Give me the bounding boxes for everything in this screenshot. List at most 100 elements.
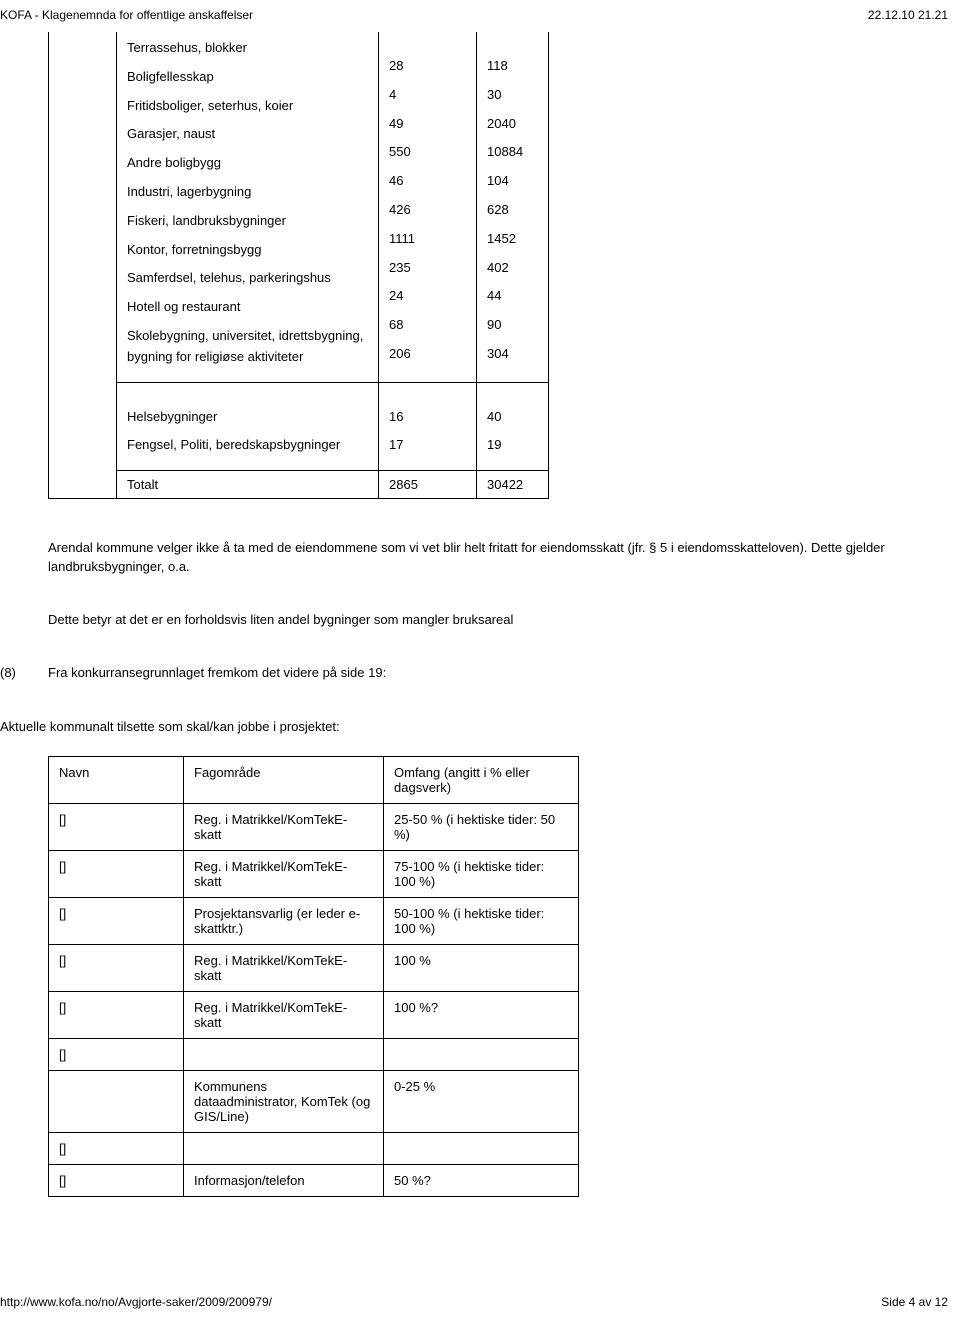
total-label: Totalt: [117, 471, 379, 499]
table-row-value: 1111: [389, 229, 466, 250]
table-row-value: 49: [389, 114, 466, 135]
paragraph-1: Arendal kommune velger ikke å ta med de …: [48, 539, 960, 577]
table-row-value: 16: [389, 407, 466, 428]
table-row-label: Industri, lagerbygning: [127, 182, 368, 203]
cell-navn: []: [49, 1132, 184, 1164]
table-row-value: 19: [487, 435, 538, 456]
col-header-fag: Fagområde: [184, 756, 384, 803]
table-row-value: 4: [389, 85, 466, 106]
cell-navn: []: [49, 991, 184, 1038]
table-row-value: 304: [487, 344, 538, 365]
table-row: [] Reg. i Matrikkel/KomTekE-skatt 100 %?: [49, 991, 579, 1038]
staff-table-wrap: Navn Fagområde Omfang (angitt i % eller …: [48, 756, 960, 1197]
paragraph-2: Dette betyr at det er en forholdsvis lit…: [48, 611, 960, 630]
table-row-value: 28: [389, 56, 466, 77]
cell-omf: 50 %?: [384, 1164, 579, 1196]
cell-omf: 100 %: [384, 944, 579, 991]
cell-navn: []: [49, 897, 184, 944]
table-row-value: 44: [487, 286, 538, 307]
table-row-value: 235: [389, 258, 466, 279]
table-row-label: Fengsel, Politi, beredskapsbygninger: [127, 435, 368, 456]
table-row-value: 550: [389, 142, 466, 163]
building-col-a-group2: 16 17: [389, 389, 466, 457]
table-row-label: Andre boligbygg: [127, 153, 368, 174]
table-row-value: 10884: [487, 142, 538, 163]
cell-navn: []: [49, 1038, 184, 1070]
cell-omf: [384, 1038, 579, 1070]
table-row-value: 118: [487, 56, 538, 77]
building-labels-group1: Terrassehus, blokker Boligfellesskap Fri…: [127, 38, 368, 368]
table-row-label: Fiskeri, landbruksbygninger: [127, 211, 368, 232]
table-row-value: 46: [389, 171, 466, 192]
cell-fag: Reg. i Matrikkel/KomTekE-skatt: [184, 991, 384, 1038]
table-row-value: 68: [389, 315, 466, 336]
cell-navn: []: [49, 850, 184, 897]
total-a: 2865: [379, 471, 477, 499]
cell-navn: [49, 1070, 184, 1132]
cell-omf: 0-25 %: [384, 1070, 579, 1132]
table-row-value: 17: [389, 435, 466, 456]
header-timestamp: 22.12.10 21.21: [868, 8, 948, 22]
header-title: KOFA - Klagenemnda for offentlige anskaf…: [0, 8, 253, 22]
table-row-value: 426: [389, 200, 466, 221]
cell-fag: Reg. i Matrikkel/KomTekE-skatt: [184, 803, 384, 850]
paragraph-3: (8) Fra konkurransegrunnlaget fremkom de…: [0, 664, 960, 683]
table-row-value: 104: [487, 171, 538, 192]
cell-navn: []: [49, 1164, 184, 1196]
col-header-omf: Omfang (angitt i % eller dagsverk): [384, 756, 579, 803]
building-col-b-group2: 40 19: [487, 389, 538, 457]
table-row-label: Hotell og restaurant: [127, 297, 368, 318]
paragraph-3-text: Fra konkurransegrunnlaget fremkom det vi…: [48, 664, 386, 683]
footer-url: http://www.kofa.no/no/Avgjorte-saker/200…: [0, 1295, 272, 1309]
table-row-value: 24: [389, 286, 466, 307]
cell-omf: [384, 1132, 579, 1164]
table-row: [] Reg. i Matrikkel/KomTekE-skatt 75-100…: [49, 850, 579, 897]
table-row: []: [49, 1038, 579, 1070]
cell-fag: Reg. i Matrikkel/KomTekE-skatt: [184, 850, 384, 897]
table-row-value: 30: [487, 85, 538, 106]
table-row: Kommunens dataadministrator, KomTek (og …: [49, 1070, 579, 1132]
table-row: [] Reg. i Matrikkel/KomTekE-skatt 100 %: [49, 944, 579, 991]
building-labels-group2: Helsebygninger Fengsel, Politi, beredska…: [127, 389, 368, 457]
table-row-label: Boligfellesskap: [127, 67, 368, 88]
cell-omf: 75-100 % (i hektiske tider: 100 %): [384, 850, 579, 897]
footer-page-number: Side 4 av 12: [881, 1295, 948, 1309]
cell-omf: 100 %?: [384, 991, 579, 1038]
cell-fag: Informasjon/telefon: [184, 1164, 384, 1196]
cell-fag: Kommunens dataadministrator, KomTek (og …: [184, 1070, 384, 1132]
cell-omf: 25-50 % (i hektiske tider: 50 %): [384, 803, 579, 850]
table-row-value: 90: [487, 315, 538, 336]
table-row-value: 206: [389, 344, 466, 365]
table-row-value: 40: [487, 407, 538, 428]
cell-navn: []: [49, 944, 184, 991]
cell-fag: Reg. i Matrikkel/KomTekE-skatt: [184, 944, 384, 991]
paragraph-number: (8): [0, 664, 48, 683]
table-row-label: Samferdsel, telehus, parkeringshus: [127, 268, 368, 289]
building-table-wrap: Terrassehus, blokker Boligfellesskap Fri…: [48, 32, 960, 499]
table-row: [] Reg. i Matrikkel/KomTekE-skatt 25-50 …: [49, 803, 579, 850]
table-row-label: Terrassehus, blokker: [127, 38, 368, 59]
table-row-value: 2040: [487, 114, 538, 135]
table-row: [] Informasjon/telefon 50 %?: [49, 1164, 579, 1196]
page-footer: http://www.kofa.no/no/Avgjorte-saker/200…: [0, 1287, 960, 1319]
cell-fag: [184, 1038, 384, 1070]
staff-table: Navn Fagområde Omfang (angitt i % eller …: [48, 756, 579, 1197]
cell-navn: []: [49, 803, 184, 850]
building-table: Terrassehus, blokker Boligfellesskap Fri…: [48, 32, 549, 499]
table-row: [] Prosjektansvarlig (er leder e-skattkt…: [49, 897, 579, 944]
paragraph-4: Aktuelle kommunalt tilsette som skal/kan…: [0, 719, 960, 734]
table-row-label: Skolebygning, universitet, idrettsbygnin…: [127, 326, 368, 368]
page-header: KOFA - Klagenemnda for offentlige anskaf…: [0, 0, 960, 26]
cell-fag: [184, 1132, 384, 1164]
table-row-label: Fritidsboliger, seterhus, koier: [127, 96, 368, 117]
table-row-label: Kontor, forretningsbygg: [127, 240, 368, 261]
page-content: Terrassehus, blokker Boligfellesskap Fri…: [0, 32, 960, 1197]
table-row-value: 628: [487, 200, 538, 221]
col-header-navn: Navn: [49, 756, 184, 803]
cell-omf: 50-100 % (i hektiske tider: 100 %): [384, 897, 579, 944]
table-row-value: 402: [487, 258, 538, 279]
building-col-b-group1: 118 30 2040 10884 104 628 1452 402 44 90…: [487, 38, 538, 365]
total-b: 30422: [477, 471, 549, 499]
cell-fag: Prosjektansvarlig (er leder e-skattktr.): [184, 897, 384, 944]
building-col-a-group1: 28 4 49 550 46 426 1111 235 24 68 206: [389, 38, 466, 365]
